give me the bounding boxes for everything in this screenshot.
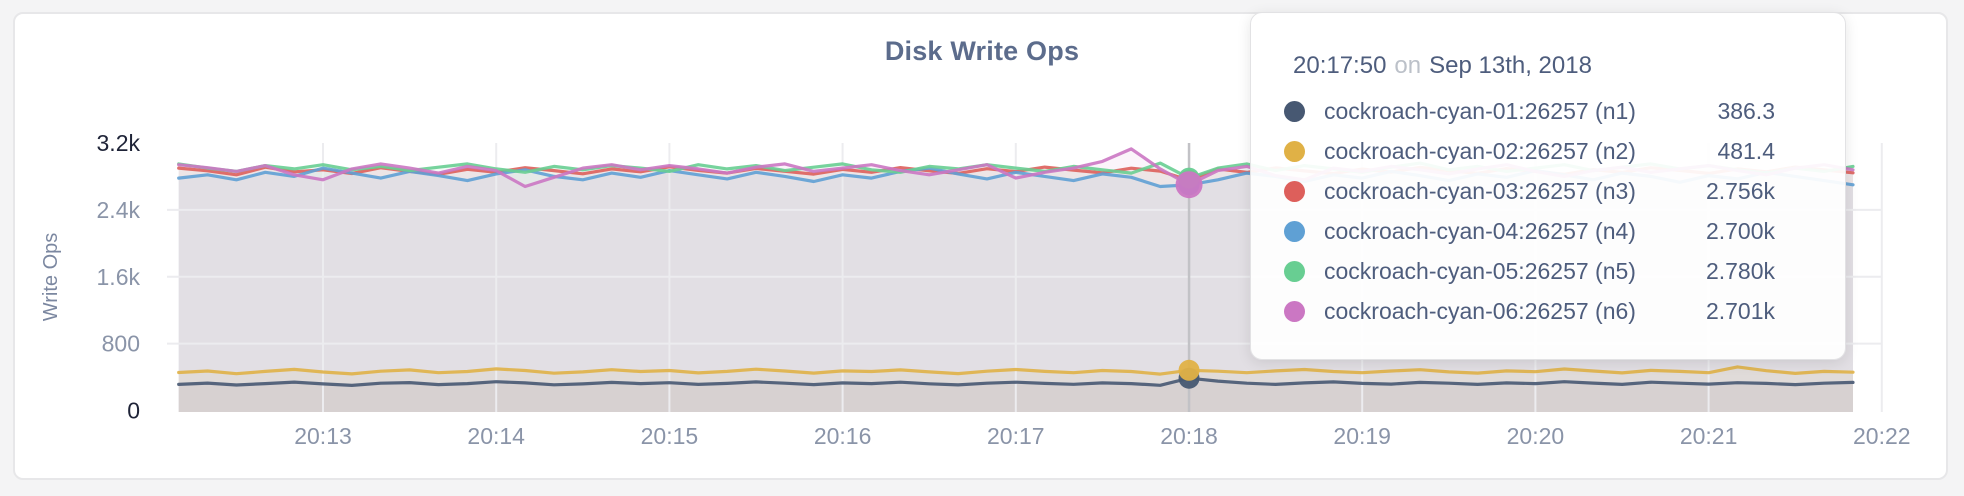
y-axis-title: Write Ops [40,233,62,322]
hover-tooltip: 20:17:50 on Sep 13th, 2018 cockroach-cyan-… [1250,12,1846,360]
tooltip-date: Sep 13th, 2018 [1429,52,1592,79]
series-value: 2.780k [1705,257,1775,284]
series-name: cockroach-cyan-02:26257 (n2) [1324,137,1636,164]
series-value: 2.756k [1705,177,1775,204]
hover-dot-n6 [1175,171,1203,199]
series-dot-icon [1284,100,1305,122]
series-dot-icon [1284,180,1305,202]
x-tick-label: 20:16 [814,423,872,449]
x-tick-label: 20:17 [987,423,1045,449]
y-tick-label: 1.6k [97,264,141,290]
tooltip-row: cockroach-cyan-01:26257 (n1) 386.3 [1251,91,1845,131]
y-tick-label: 2.4k [97,197,141,223]
y-tick-label: 800 [102,331,140,357]
tooltip-on-word: on [1394,52,1422,79]
series-line-n2 [177,365,1855,376]
series-line-n1 [177,376,1855,387]
series-value: 2.701k [1705,297,1775,324]
series-dot-icon [1284,220,1305,242]
x-tick-label: 20:13 [294,423,352,449]
tooltip-rows: cockroach-cyan-01:26257 (n1) 386.3 cockroa… [1251,91,1845,331]
tooltip-row: cockroach-cyan-04:26257 (n4) 2.700k [1251,211,1845,251]
series-name: cockroach-cyan-01:26257 (n1) [1324,97,1636,124]
series-name: cockroach-cyan-06:26257 (n6) [1324,297,1636,324]
series-name: cockroach-cyan-04:26257 (n4) [1324,217,1636,244]
x-tick-label: 20:18 [1160,423,1218,449]
x-tick-label: 20:22 [1853,423,1911,449]
tooltip-row: cockroach-cyan-05:26257 (n5) 2.780k [1251,251,1845,291]
x-tick-label: 20:21 [1680,423,1738,449]
tooltip-time: 20:17:50 [1293,52,1387,79]
tooltip-row: cockroach-cyan-03:26257 (n3) 2.756k [1251,171,1845,211]
chart-title: Disk Write Ops [884,36,1080,66]
x-tick-label: 20:15 [641,423,699,449]
tooltip-row: cockroach-cyan-06:26257 (n6) 2.701k [1251,291,1845,331]
series-dot-icon [1284,300,1305,322]
y-tick-label: 0 [127,398,140,424]
series-dot-icon [1284,140,1305,162]
tooltip-row: cockroach-cyan-02:26257 (n2) 481.4 [1251,131,1845,171]
series-name: cockroach-cyan-03:26257 (n3) [1324,177,1636,204]
series-name: cockroach-cyan-05:26257 (n5) [1324,257,1636,284]
y-tick-label: 3.2k [97,130,141,156]
tooltip-timestamp: 20:17:50 on Sep 13th, 2018 [1293,53,1845,79]
x-tick-label: 20:20 [1507,423,1565,449]
series-value: 386.3 [1717,97,1775,124]
x-tick-label: 20:14 [467,423,525,449]
series-value: 481.4 [1717,137,1775,164]
series-dot-icon [1284,260,1305,282]
hover-dot-n2 [1178,359,1200,381]
x-tick-label: 20:19 [1333,423,1391,449]
series-value: 2.700k [1705,217,1775,244]
